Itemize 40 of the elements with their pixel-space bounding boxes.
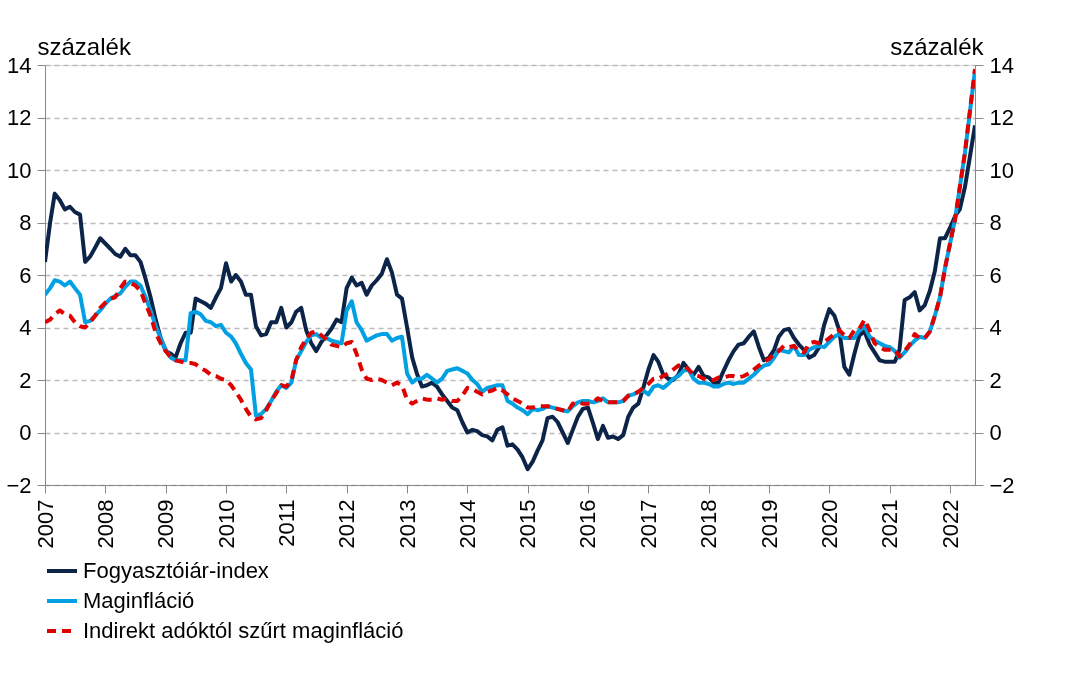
x-tick-label: 2021 xyxy=(877,499,903,549)
y-tick-label: 12 xyxy=(7,105,32,130)
y2-axis-title: százalék xyxy=(890,32,985,60)
legend-label: Maginfláció xyxy=(83,588,195,613)
y-tick-label: 6 xyxy=(19,262,32,288)
y2-tick-label: 8 xyxy=(989,210,1002,235)
x-tick-label: 2014 xyxy=(454,499,480,549)
y2-tick-label: 12 xyxy=(989,105,1014,130)
x-tick-label: 2015 xyxy=(515,499,541,549)
x-tick-label: 2017 xyxy=(635,499,661,549)
legend-label: Indirekt adóktól szűrt maginfláció xyxy=(83,618,404,643)
y-tick-label: 4 xyxy=(19,315,32,340)
y2-tick-label: 4 xyxy=(989,315,1002,340)
x-tick-label: 2007 xyxy=(32,499,58,549)
x-tick-label: 2008 xyxy=(92,499,118,549)
y2-tick-label: −2 xyxy=(989,472,1015,498)
x-tick-label: 2018 xyxy=(696,499,722,549)
y-tick-label: 8 xyxy=(19,210,32,235)
x-tick-label: 2013 xyxy=(394,499,420,549)
y-tick-label: 2 xyxy=(19,367,32,393)
y2-tick-label: 2 xyxy=(989,367,1002,393)
y-tick-label: −2 xyxy=(6,472,32,498)
y-tick-label: 0 xyxy=(19,420,32,445)
x-tick-label: 2010 xyxy=(213,499,239,549)
y-axis-title: százalék xyxy=(37,32,132,60)
legend-label: Fogyasztóiár-index xyxy=(83,558,269,583)
x-tick-label: 2019 xyxy=(756,499,782,549)
y-tick-label: 14 xyxy=(7,52,32,78)
y2-tick-label: 14 xyxy=(989,52,1014,78)
y2-tick-label: 6 xyxy=(989,262,1002,288)
x-tick-label: 2016 xyxy=(575,499,601,549)
x-tick-label: 2020 xyxy=(816,499,842,549)
y-tick-label: 10 xyxy=(7,157,32,183)
x-tick-label: 2012 xyxy=(334,499,360,549)
y2-tick-label: 0 xyxy=(989,420,1002,445)
y2-tick-label: 10 xyxy=(989,157,1014,183)
line-series xyxy=(45,123,975,472)
x-tick-label: 2009 xyxy=(153,499,179,549)
x-tick-label: 2011 xyxy=(273,499,299,547)
x-tick-label: 2022 xyxy=(937,499,963,549)
